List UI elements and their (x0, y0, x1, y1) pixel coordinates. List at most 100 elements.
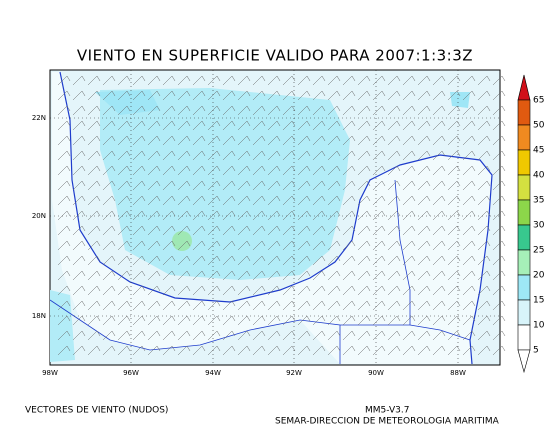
wind-barb (417, 180, 431, 191)
wind-barb (102, 330, 116, 341)
wind-barb (447, 90, 461, 101)
wind-barb (462, 345, 476, 356)
wind-barb (72, 225, 86, 236)
wind-barb (462, 75, 476, 86)
wind-barb (117, 240, 131, 251)
wind-barb (162, 90, 176, 101)
wind-barb (372, 165, 386, 176)
wind-barb (372, 255, 386, 266)
wind-barb (192, 300, 206, 311)
wind-barb (327, 135, 341, 146)
wind-barb (417, 105, 431, 116)
wind-barb (207, 285, 221, 296)
wind-barb (102, 345, 116, 356)
wind-barb (492, 90, 506, 101)
wind-barb (192, 225, 206, 236)
wind-barb (357, 300, 371, 311)
wind-barb (177, 315, 191, 326)
wind-barb (147, 300, 161, 311)
wind-barb (462, 195, 476, 206)
wind-barb (117, 105, 131, 116)
wind-barb (147, 120, 161, 131)
colorbar: 65 50 45 40 35 30 25 20 15 10 5 (517, 74, 545, 374)
wind-barb (222, 240, 236, 251)
wind-barb (477, 75, 491, 86)
wind-barb (282, 270, 296, 281)
wind-barb (237, 210, 251, 221)
wind-barb (477, 195, 491, 206)
wind-barb (192, 270, 206, 281)
wind-barb (432, 210, 446, 221)
wind-barb (267, 240, 281, 251)
wind-barb (402, 270, 416, 281)
wind-barb (147, 285, 161, 296)
wind-barb (147, 225, 161, 236)
wind-barb (312, 330, 326, 341)
wind-barb (207, 315, 221, 326)
wind-barb (462, 270, 476, 281)
wind-barb (477, 225, 491, 236)
wind-barb (222, 195, 236, 206)
wind-barb (327, 345, 341, 356)
wind-barb (282, 300, 296, 311)
wind-barb (267, 315, 281, 326)
wind-barb (57, 345, 71, 356)
wind-barb (162, 255, 176, 266)
wind-barb (177, 75, 191, 86)
wind-barb (342, 315, 356, 326)
wind-barb (297, 270, 311, 281)
wind-barb (177, 270, 191, 281)
wind-barb (267, 300, 281, 311)
wind-barb (372, 120, 386, 131)
wind-barb (162, 270, 176, 281)
wind-barb (402, 330, 416, 341)
wind-barb (132, 300, 146, 311)
wind-barb (297, 195, 311, 206)
colorbar-top (517, 74, 531, 101)
wind-barb (297, 315, 311, 326)
wind-barb (162, 165, 176, 176)
wind-barb (117, 315, 131, 326)
wind-barb (57, 75, 71, 86)
wind-barb (447, 315, 461, 326)
wind-barb (372, 285, 386, 296)
wind-barb (297, 75, 311, 86)
wind-barb (192, 285, 206, 296)
wind-barb (282, 240, 296, 251)
wind-barb (102, 255, 116, 266)
wind-barb (102, 165, 116, 176)
wind-barb (282, 105, 296, 116)
wind-barb (207, 195, 221, 206)
wind-barb (297, 300, 311, 311)
wind-barb (462, 105, 476, 116)
footer-model: MM5-V3.7 (365, 406, 409, 416)
wind-barb (207, 270, 221, 281)
colorbar-label: 65 (533, 96, 544, 106)
wind-barb (297, 120, 311, 131)
wind-barb (387, 105, 401, 116)
wind-barb (87, 90, 101, 101)
wind-barb (192, 180, 206, 191)
wind-barb (327, 225, 341, 236)
colorbar-label: 10 (533, 321, 545, 331)
wind-barb (162, 210, 176, 221)
wind-barb (447, 210, 461, 221)
wind-barb (342, 255, 356, 266)
wind-barb (312, 105, 326, 116)
wind-barb (177, 105, 191, 116)
wind-barb (87, 150, 101, 161)
wind-barb (282, 345, 296, 356)
wind-barb (477, 345, 491, 356)
footer-left: VECTORES DE VIENTO (NUDOS) (25, 406, 168, 416)
colorbar-segment (517, 124, 531, 151)
wind-barb (372, 90, 386, 101)
wind-barb (132, 345, 146, 356)
wind-barb (102, 90, 116, 101)
wind-barb (357, 315, 371, 326)
wind-barb (477, 120, 491, 131)
wind-barb (102, 240, 116, 251)
wind-barb (222, 345, 236, 356)
wind-barb (462, 315, 476, 326)
wind-barb (72, 270, 86, 281)
wind-barb (57, 210, 71, 221)
